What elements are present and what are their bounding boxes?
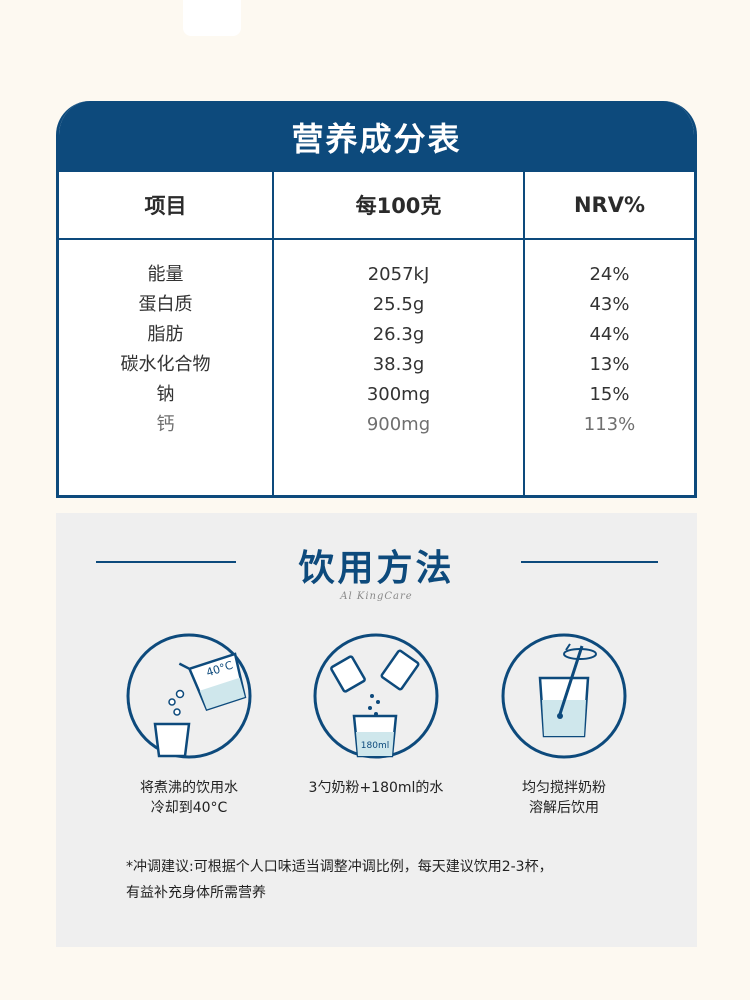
title-rule-left <box>96 561 236 563</box>
row-nrv-carbs: 13% <box>589 354 630 375</box>
step-1-label: 将煮沸的饮用水 冷却到40°C <box>89 778 289 818</box>
pour-water-icon: 40°C <box>126 633 252 759</box>
row-item-energy: 能量 <box>147 264 184 285</box>
note-line1: *冲调建议:可根据个人口味适当调整冲调比例，每天建议饮用2-3杯， <box>126 859 553 875</box>
stir-glass-icon <box>501 633 627 759</box>
row-item-fat: 脂肪 <box>147 324 184 345</box>
top-tab-decoration <box>183 0 241 36</box>
preparation-note: *冲调建议:可根据个人口味适当调整冲调比例，每天建议饮用2-3杯， 有益补充身体… <box>126 854 666 906</box>
row-nrv-fat: 44% <box>589 324 630 345</box>
column-divider <box>523 172 525 495</box>
header-divider <box>59 238 694 240</box>
row-value-sodium: 300mg <box>366 384 431 405</box>
header-item: 项目 <box>144 194 187 218</box>
usage-title: 饮用方法 <box>298 548 455 589</box>
step-2-label: 3勺奶粉+180ml的水 <box>276 778 476 798</box>
item-column: 能量 蛋白质 脂肪 碳水化合物 钠 钙 <box>59 260 272 440</box>
header-nrv: NRV% <box>573 193 646 217</box>
step-1-line2: 冷却到40°C <box>150 800 228 816</box>
step-3-line1: 均匀搅拌奶粉 <box>522 780 606 796</box>
row-item-carbs: 碳水化合物 <box>120 354 211 375</box>
icon-volume-label: 180ml <box>361 741 389 751</box>
step-2-line1: 3勺奶粉+180ml的水 <box>308 780 444 796</box>
row-value-carbs: 38.3g <box>372 354 425 375</box>
row-nrv-energy: 24% <box>589 264 630 285</box>
row-item-calcium: 钙 <box>156 414 175 435</box>
step-3-label: 均匀搅拌奶粉 溶解后饮用 <box>464 778 664 818</box>
nutrition-title: 营养成分表 <box>59 101 694 172</box>
value-column: 2057kJ 25.5g 26.3g 38.3g 300mg 900mg <box>274 260 523 440</box>
row-item-sodium: 钠 <box>156 384 175 405</box>
row-value-energy: 2057kJ <box>367 264 430 285</box>
step-1-line1: 将煮沸的饮用水 <box>140 780 238 796</box>
row-value-calcium: 900mg <box>366 414 431 435</box>
usage-subtitle: Al KingCare <box>340 591 413 602</box>
row-value-protein: 25.5g <box>372 294 425 315</box>
usage-section: 饮用方法 Al KingCare 40°C 将煮沸的饮用水 冷却到40°C 18… <box>56 513 697 947</box>
nrv-column: 24% 43% 44% 13% 15% 113% <box>525 260 694 440</box>
row-nrv-protein: 43% <box>589 294 630 315</box>
nutrition-grid: 项目 每100克 NRV% 能量 蛋白质 脂肪 碳水化合物 钠 钙 2057kJ… <box>59 172 694 495</box>
column-divider <box>272 172 274 495</box>
step-3-line2: 溶解后饮用 <box>529 800 599 816</box>
note-line2: 有益补充身体所需营养 <box>126 885 266 901</box>
row-item-protein: 蛋白质 <box>138 294 193 315</box>
title-rule-right <box>521 561 658 563</box>
powder-sachet-icon: 180ml <box>313 633 439 759</box>
header-per100: 每100克 <box>355 194 442 218</box>
row-nrv-sodium: 15% <box>589 384 630 405</box>
row-nrv-calcium: 113% <box>583 414 636 435</box>
nutrition-table: 营养成分表 项目 每100克 NRV% 能量 蛋白质 脂肪 碳水化合物 钠 钙 … <box>56 101 697 498</box>
row-value-fat: 26.3g <box>372 324 425 345</box>
